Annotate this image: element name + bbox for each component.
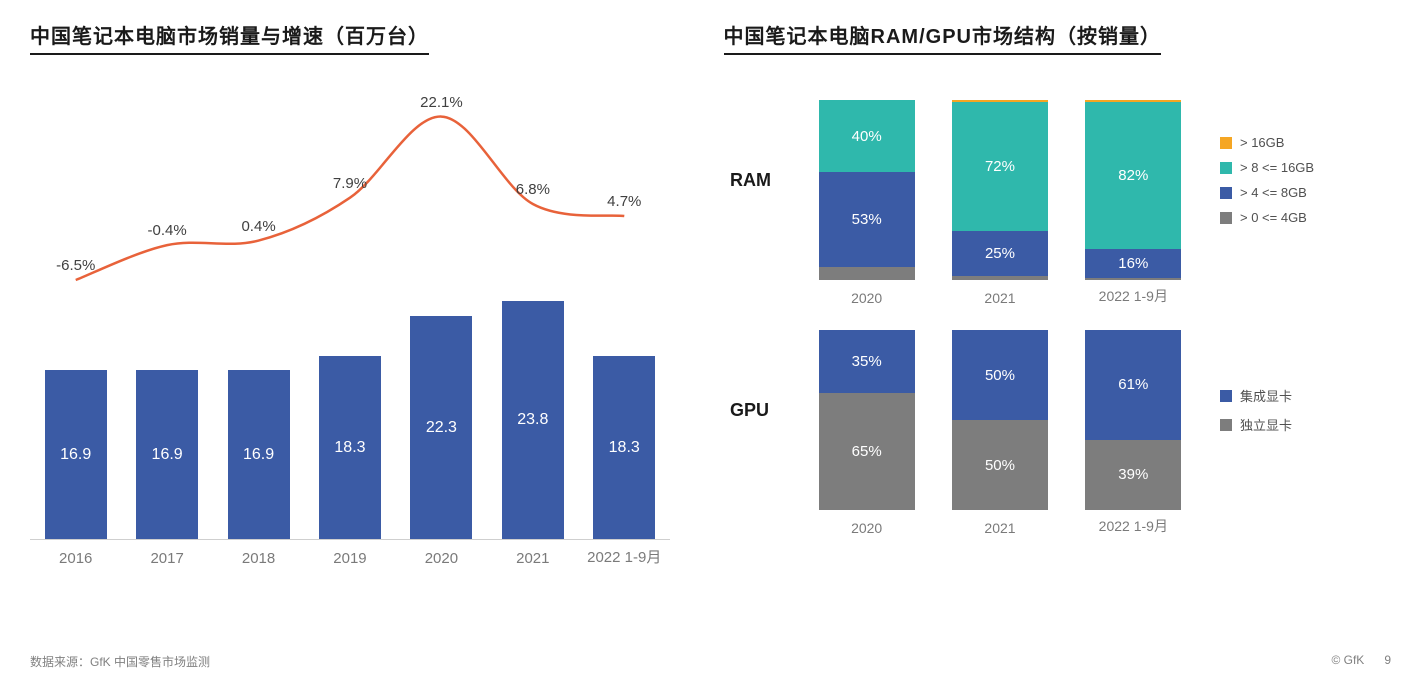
stack-column: 50%50%2021 [952,330,1048,510]
legend-swatch [1220,187,1232,199]
sales-bar: 18.3 [319,356,381,539]
bar-column: 16.92018 [219,370,299,539]
x-axis-label: 2022 1-9月 [1099,286,1168,306]
legend-label: 独立显卡 [1240,415,1292,434]
sales-bar: 22.3 [410,316,472,539]
legend-swatch [1220,212,1232,224]
stack-segment: 35% [819,330,915,393]
chart-title-right: 中国笔记本电脑RAM/GPU市场结构（按销量） [724,20,1161,55]
chart-title-left: 中国笔记本电脑市场销量与增速（百万台） [30,20,429,55]
stack-segment: 50% [952,420,1048,510]
x-axis-label: 2020 [851,520,882,536]
gpu-legend: 集成显卡独立显卡 [1200,386,1400,434]
legend-item: 集成显卡 [1220,386,1400,405]
sales-bar: 23.8 [502,301,564,539]
bar-column: 18.32019 [310,356,390,539]
stack-column: 16%82%2022 1-9月 [1085,100,1181,280]
legend-swatch [1220,390,1232,402]
growth-line [30,100,670,300]
legend-item: > 0 <= 4GB [1220,210,1400,225]
bar-column: 16.92016 [36,370,116,539]
ram-legend: > 16GB > 8 <= 16GB > 4 <= 8GB > 0 <= 4GB [1200,135,1400,225]
stack-column: 53%40%2020 [819,100,915,280]
sales-bar: 18.3 [593,356,655,539]
stack-segment: 16% [1085,249,1181,278]
x-axis-label: 2016 [26,550,126,567]
stack-segment: 72% [952,102,1048,232]
x-axis-label: 2018 [209,550,309,567]
legend-item: > 16GB [1220,135,1400,150]
ram-row-label: RAM [730,170,800,191]
stack-segment: 25% [952,231,1048,276]
bar-column: 16.92017 [127,370,207,539]
growth-label: 4.7% [607,193,641,210]
x-axis-label: 2021 [483,550,583,567]
legend-swatch [1220,162,1232,174]
legend-item: > 8 <= 16GB [1220,160,1400,175]
growth-label: 7.9% [333,175,367,192]
legend-item: > 4 <= 8GB [1220,185,1400,200]
stack-column: 65%35%2020 [819,330,915,510]
legend-label: > 8 <= 16GB [1240,160,1314,175]
x-axis-label: 2020 [851,290,882,306]
stack-segment [952,276,1048,280]
stack-segment: 39% [1085,440,1181,510]
legend-swatch [1220,419,1232,431]
growth-label: 0.4% [241,218,275,235]
stack-segment: 50% [952,330,1048,420]
copyright: © GfK [1331,653,1364,670]
gpu-chart-row: GPU 65%35%202050%50%202139%61%2022 1-9月 … [730,310,1400,510]
sales-growth-chart: 16.9201616.9201716.9201818.3201922.32020… [30,100,670,600]
bar-column: 18.32022 1-9月 [584,356,664,539]
bar-area: 16.9201616.9201716.9201818.3201922.32020… [30,300,670,540]
stack-segment [1085,278,1181,280]
legend-label: > 0 <= 4GB [1240,210,1307,225]
data-source: 数据来源：GfK 中国零售市场监测 [30,653,210,670]
x-axis-label: 2022 1-9月 [1099,516,1168,536]
bar-column: 22.32020 [401,316,481,539]
stack-segment: 53% [819,172,915,267]
growth-label: -0.4% [148,222,187,239]
legend-swatch [1220,137,1232,149]
bar-column: 23.82021 [493,301,573,539]
x-axis-label: 2020 [391,550,491,567]
legend-item: 独立显卡 [1220,415,1400,434]
legend-label: > 4 <= 8GB [1240,185,1307,200]
stack-segment: 40% [819,100,915,172]
stack-column: 39%61%2022 1-9月 [1085,330,1181,510]
x-axis-label: 2021 [984,520,1015,536]
stack-segment: 82% [1085,102,1181,250]
gpu-row-label: GPU [730,400,800,421]
ram-chart-row: RAM 53%40%202025%72%202116%82%2022 1-9月 … [730,80,1400,280]
growth-label: 6.8% [516,181,550,198]
legend-label: 集成显卡 [1240,386,1292,405]
x-axis-label: 2019 [300,550,400,567]
x-axis-label: 2017 [117,550,217,567]
stack-column: 25%72%2021 [952,100,1048,280]
legend-label: > 16GB [1240,135,1284,150]
sales-bar: 16.9 [228,370,290,539]
page-number: 9 [1384,653,1391,670]
x-axis-label: 2022 1-9月 [579,546,669,567]
growth-label: -6.5% [56,257,95,274]
sales-bar: 16.9 [136,370,198,539]
x-axis-label: 2021 [984,290,1015,306]
growth-label: 22.1% [420,94,463,111]
sales-bar: 16.9 [45,370,107,539]
stack-segment: 65% [819,393,915,510]
stack-segment: 61% [1085,330,1181,440]
stack-segment [819,267,915,280]
